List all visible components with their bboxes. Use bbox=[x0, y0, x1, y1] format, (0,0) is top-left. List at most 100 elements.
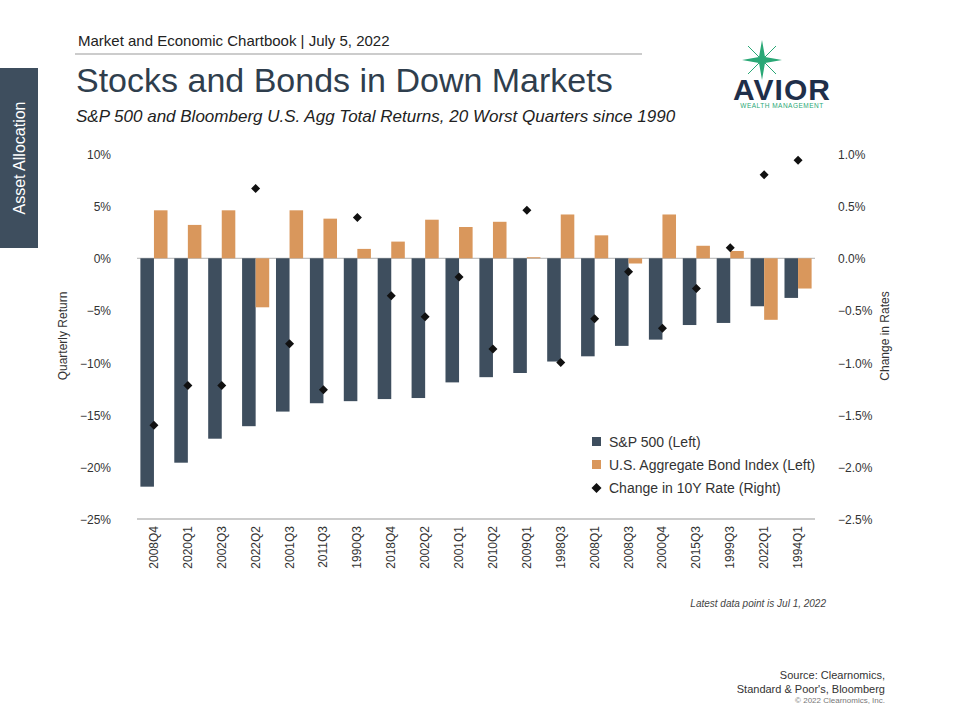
x-tick-label: 2008Q1 bbox=[588, 526, 602, 569]
x-tick-label: 2018Q4 bbox=[384, 526, 398, 569]
diamond-marker bbox=[488, 345, 497, 354]
header-rule bbox=[75, 54, 642, 55]
y2-tick-label: 0.5% bbox=[838, 200, 866, 214]
x-tick-label: 2009Q1 bbox=[520, 526, 534, 569]
diamond-marker bbox=[658, 324, 667, 333]
legend: S&P 500 (Left)U.S. Aggregate Bond Index … bbox=[592, 434, 816, 496]
bar bbox=[425, 220, 439, 259]
legend-label: S&P 500 (Left) bbox=[609, 434, 701, 450]
bar bbox=[798, 258, 812, 288]
bar bbox=[513, 258, 527, 373]
logo: AVIORWEALTH MANAGEMENT bbox=[733, 40, 831, 109]
y-tick bbox=[116, 206, 119, 207]
y-tick-label: −5% bbox=[87, 304, 112, 318]
bar bbox=[344, 258, 358, 401]
x-tick-label: 2010Q2 bbox=[486, 526, 500, 569]
page: Market and Economic Chartbook | July 5, … bbox=[0, 0, 960, 720]
bar bbox=[412, 258, 426, 398]
diamond-marker bbox=[183, 381, 192, 390]
bar bbox=[378, 258, 392, 399]
legend-label: Change in 10Y Rate (Right) bbox=[609, 480, 781, 496]
x-tick-label: 2015Q3 bbox=[689, 526, 703, 569]
x-tick-label: 2001Q3 bbox=[283, 526, 297, 569]
y-tick-label: −15% bbox=[80, 409, 111, 423]
y2-tick bbox=[832, 258, 835, 259]
note: Latest data point is Jul 1, 2022 bbox=[690, 598, 826, 609]
diamond-marker bbox=[590, 314, 599, 323]
diamond-marker bbox=[760, 170, 769, 179]
x-tick-label: 1999Q3 bbox=[723, 526, 737, 569]
bar bbox=[208, 258, 222, 438]
bar bbox=[479, 258, 493, 377]
x-tick-label: 2022Q1 bbox=[757, 526, 771, 569]
legend-swatch bbox=[592, 483, 602, 493]
y2-tick bbox=[832, 154, 835, 155]
bar bbox=[222, 210, 236, 258]
y2-tick bbox=[832, 206, 835, 207]
bar bbox=[493, 222, 507, 258]
diamond-marker bbox=[251, 184, 260, 193]
y-tick bbox=[116, 466, 119, 467]
bar bbox=[140, 258, 154, 486]
diamond-marker bbox=[692, 284, 701, 293]
source: Source: Clearnomics, bbox=[780, 669, 885, 681]
bar bbox=[188, 225, 202, 258]
title: Stocks and Bonds in Down Markets bbox=[76, 61, 613, 99]
bar bbox=[547, 258, 561, 361]
plot-marks bbox=[140, 156, 811, 487]
x-tick-label: 2000Q4 bbox=[655, 526, 669, 569]
y2-tick-label: −2.5% bbox=[838, 513, 873, 527]
x-tick-label: 2001Q1 bbox=[452, 526, 466, 569]
x-tick-label: 1994Q1 bbox=[791, 526, 805, 569]
y-tick bbox=[116, 154, 119, 155]
y2-tick bbox=[832, 362, 835, 363]
bar bbox=[662, 214, 676, 258]
y2-tick bbox=[832, 310, 835, 311]
bar bbox=[242, 258, 256, 426]
y-tick bbox=[116, 362, 119, 363]
y2-axis-title: Change in Rates bbox=[878, 291, 892, 380]
x-tick-label: 2002Q2 bbox=[418, 526, 432, 569]
bar bbox=[323, 219, 337, 259]
diamond-marker bbox=[387, 291, 396, 300]
y-tick-label: −10% bbox=[80, 357, 111, 371]
bar bbox=[459, 227, 473, 258]
legend-swatch bbox=[592, 460, 601, 469]
source: Standard & Poor's, Bloomberg bbox=[737, 683, 885, 695]
x-tick-label: 2011Q3 bbox=[316, 526, 330, 568]
diamond-marker bbox=[353, 213, 362, 222]
bar bbox=[391, 242, 405, 259]
legend-swatch bbox=[592, 437, 601, 446]
y-tick bbox=[116, 414, 119, 415]
diamond-marker bbox=[556, 358, 565, 367]
bar bbox=[357, 249, 371, 258]
y-tick bbox=[116, 258, 119, 259]
bar bbox=[629, 258, 643, 263]
side-tab-label: Asset Allocation bbox=[11, 102, 28, 215]
bar bbox=[696, 246, 710, 259]
logo-rays bbox=[748, 46, 776, 74]
bar bbox=[174, 258, 188, 462]
y-axis-title: Quarterly Return bbox=[56, 292, 70, 381]
side-tab bbox=[0, 68, 38, 248]
bar bbox=[561, 214, 575, 258]
bar bbox=[683, 258, 697, 325]
y2-tick-label: 0.0% bbox=[838, 252, 866, 266]
y2-tick-label: −1.5% bbox=[838, 409, 873, 423]
diamond-marker bbox=[726, 243, 735, 252]
diamond-marker bbox=[217, 381, 226, 390]
x-tick-label: 2008Q3 bbox=[622, 526, 636, 569]
y2-tick-label: −0.5% bbox=[838, 304, 873, 318]
x-tick-label: 2022Q2 bbox=[249, 526, 263, 569]
diamond-marker bbox=[794, 156, 803, 165]
subtitle: S&P 500 and Bloomberg U.S. Agg Total Ret… bbox=[76, 107, 676, 126]
x-tick-label: 2008Q4 bbox=[147, 526, 161, 569]
x-tick-label: 1998Q3 bbox=[554, 526, 568, 569]
diamond-marker bbox=[624, 267, 633, 276]
source: © 2022 Clearnomics, Inc. bbox=[795, 696, 885, 705]
x-tick-label: 1990Q3 bbox=[350, 526, 364, 569]
y-tick-label: −20% bbox=[80, 461, 111, 475]
bar bbox=[595, 235, 609, 258]
y-tick-label: 0% bbox=[94, 252, 112, 266]
y-tick bbox=[116, 519, 119, 520]
